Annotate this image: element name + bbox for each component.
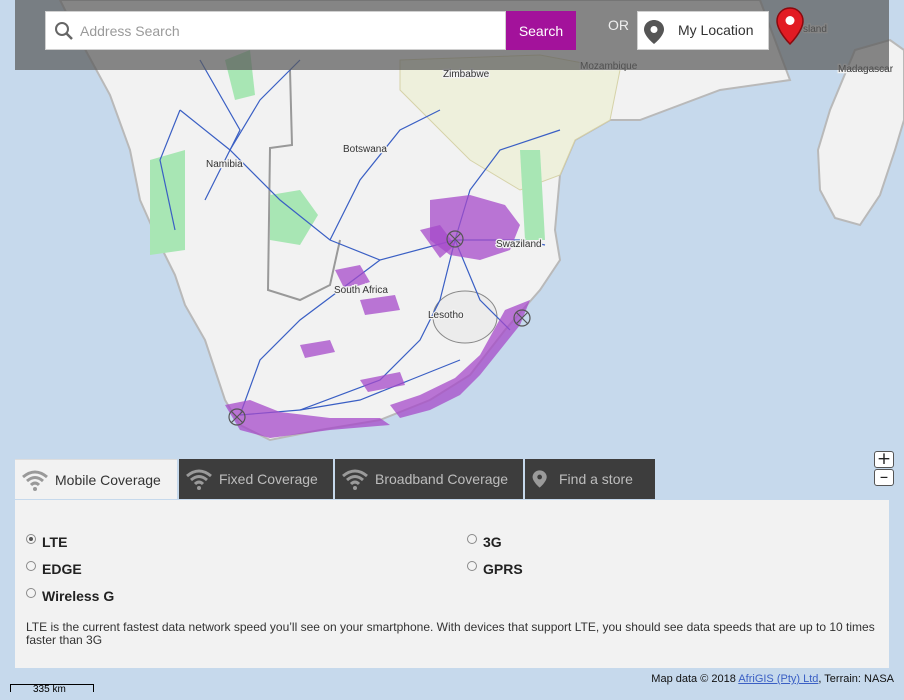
tab-label: Mobile Coverage	[55, 471, 161, 488]
map-label-namibia: Namibia	[206, 159, 243, 170]
option-wireless-g[interactable]: Wireless G	[26, 588, 114, 604]
tab-mobile-coverage[interactable]: Mobile Coverage	[15, 459, 177, 499]
option-edge[interactable]: EDGE	[26, 561, 82, 577]
airport-icon	[228, 230, 531, 426]
zoom-in-button[interactable]: +	[874, 451, 894, 468]
attribution-prefix: Map data © 2018	[651, 673, 739, 685]
map-label-lesotho: Lesotho	[428, 310, 464, 321]
tab-label: Broadband Coverage	[375, 471, 509, 487]
attribution-suffix: , Terrain: NASA	[818, 673, 894, 685]
tab-fixed-coverage[interactable]: Fixed Coverage	[179, 459, 333, 499]
coverage-description: LTE is the current fastest data network …	[26, 620, 875, 647]
option-label: 3G	[483, 534, 502, 550]
location-pin-icon	[644, 20, 664, 44]
madagascar-landmass	[816, 38, 904, 227]
radio-gprs[interactable]	[467, 561, 477, 571]
address-search-box[interactable]	[45, 11, 506, 50]
my-location-label: My Location	[678, 22, 754, 38]
tab-label: Fixed Coverage	[219, 471, 318, 487]
map-label-botswana: Botswana	[343, 144, 387, 155]
location-pin-icon	[532, 470, 547, 488]
or-label: OR	[608, 17, 629, 33]
coverage-options-panel: LTE 3G EDGE GPRS Wireless G LTE is the c…	[15, 500, 889, 668]
map-attribution: Map data © 2018 AfriGIS (Pty) Ltd, Terra…	[651, 673, 894, 685]
radio-lte[interactable]	[26, 534, 36, 544]
address-search-input[interactable]	[80, 12, 500, 49]
park-area	[520, 150, 545, 240]
tab-broadband-coverage[interactable]: Broadband Coverage	[335, 459, 523, 499]
wifi-icon	[186, 469, 212, 490]
map-label-zimbabwe: Zimbabwe	[443, 69, 490, 80]
lte-coverage-overlay	[225, 195, 530, 438]
zoom-out-button[interactable]: –	[874, 469, 894, 486]
option-lte[interactable]: LTE	[26, 534, 67, 550]
map-marker-icon[interactable]	[775, 6, 805, 46]
park-area	[150, 150, 185, 255]
option-3g[interactable]: 3G	[467, 534, 502, 550]
scale-label: 335 km	[33, 684, 66, 695]
tab-label: Find a store	[559, 471, 633, 487]
wifi-icon	[22, 470, 48, 491]
radio-wireless-g[interactable]	[26, 588, 36, 598]
search-button[interactable]: Search	[506, 11, 576, 50]
namibia-border	[266, 69, 341, 302]
option-label: EDGE	[42, 561, 82, 577]
my-location-button[interactable]: My Location	[637, 11, 769, 50]
option-label: LTE	[42, 534, 68, 550]
radio-3g[interactable]	[467, 534, 477, 544]
option-gprs[interactable]: GPRS	[467, 561, 523, 577]
park-area	[270, 190, 318, 245]
option-label: Wireless G	[42, 588, 115, 604]
wifi-icon	[342, 469, 368, 490]
afrigis-link[interactable]: AfriGIS (Pty) Ltd	[738, 673, 819, 685]
scale-bar	[10, 684, 94, 692]
option-label: GPRS	[483, 561, 523, 577]
map-label-swaziland: Swaziland	[496, 239, 542, 250]
map-label-south-africa: South Africa	[334, 285, 388, 296]
radio-edge[interactable]	[26, 561, 36, 571]
search-icon	[55, 22, 73, 40]
tab-find-a-store[interactable]: Find a store	[525, 459, 655, 499]
